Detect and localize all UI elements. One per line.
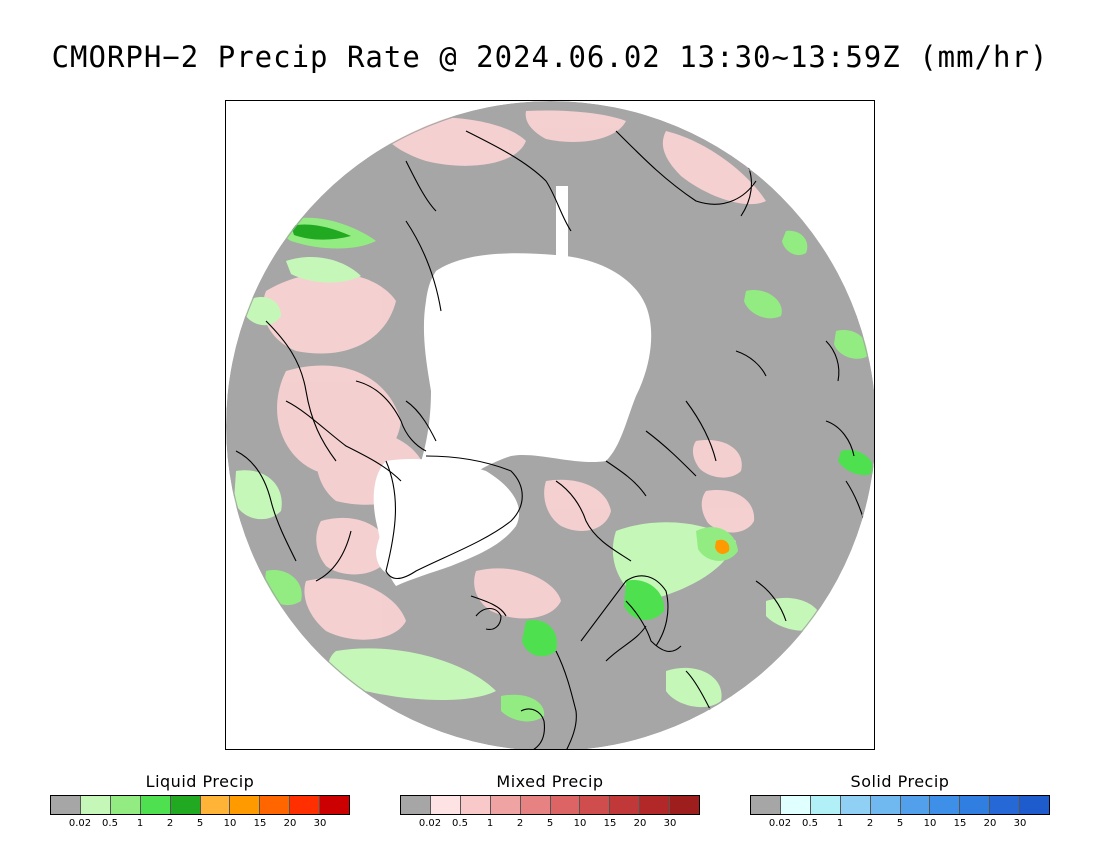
liquid-precip-areas bbox=[234, 217, 874, 722]
map-frame bbox=[225, 100, 875, 750]
tick-label: 0.02 bbox=[768, 818, 792, 829]
color-swatch bbox=[260, 796, 291, 814]
legend-title: Liquid Precip bbox=[145, 772, 255, 791]
color-scale bbox=[750, 795, 1050, 815]
mixed-precip-legend: Mixed Precip 0.02 0.5 1 2 5 10 15 20 30 bbox=[400, 772, 700, 832]
color-swatch bbox=[140, 796, 171, 814]
color-swatch bbox=[960, 796, 991, 814]
polar-precip-map bbox=[226, 101, 874, 749]
tick-label: 0.02 bbox=[418, 818, 442, 829]
color-swatch bbox=[230, 796, 261, 814]
color-swatch bbox=[320, 796, 350, 814]
chart-title: CMORPH−2 Precip Rate @ 2024.06.02 13:30~… bbox=[51, 40, 1049, 74]
color-swatch bbox=[810, 796, 841, 814]
tick-label: 5 bbox=[546, 818, 554, 829]
solid-precip-legend: Solid Precip 0.02 0.5 1 2 5 10 15 20 30 bbox=[750, 772, 1050, 832]
color-swatch bbox=[840, 796, 871, 814]
coastlines bbox=[235, 130, 867, 749]
tick-label: 2 bbox=[516, 818, 524, 829]
tick-label: 20 bbox=[633, 818, 647, 829]
tick-label: 20 bbox=[983, 818, 997, 829]
tick-label: 15 bbox=[953, 818, 967, 829]
color-swatch bbox=[80, 796, 111, 814]
color-swatch bbox=[490, 796, 521, 814]
liquid-precip-legend: Liquid Precip 0.02 0.5 1 2 5 10 15 20 30 bbox=[50, 772, 350, 832]
tick-label: 1 bbox=[836, 818, 844, 829]
color-swatch bbox=[610, 796, 641, 814]
tick-label: 0.5 bbox=[102, 818, 118, 829]
color-swatch bbox=[520, 796, 551, 814]
tick-label: 15 bbox=[253, 818, 267, 829]
tick-label: 30 bbox=[1013, 818, 1027, 829]
color-swatch bbox=[780, 796, 811, 814]
tick-label: 10 bbox=[223, 818, 237, 829]
tick-label: 0.02 bbox=[68, 818, 92, 829]
tick-label: 30 bbox=[663, 818, 677, 829]
color-swatch bbox=[670, 796, 700, 814]
color-swatch bbox=[170, 796, 201, 814]
color-swatch bbox=[200, 796, 231, 814]
tick-label: 1 bbox=[136, 818, 144, 829]
color-swatch bbox=[751, 796, 781, 814]
tick-labels: 0.02 0.5 1 2 5 10 15 20 30 bbox=[750, 818, 1050, 832]
tick-label: 0.5 bbox=[802, 818, 818, 829]
color-swatch bbox=[401, 796, 431, 814]
greenland-no-data-area bbox=[373, 459, 520, 586]
color-swatch bbox=[1020, 796, 1050, 814]
tick-label: 10 bbox=[573, 818, 587, 829]
tick-label: 20 bbox=[283, 818, 297, 829]
tick-label: 2 bbox=[166, 818, 174, 829]
color-scale bbox=[50, 795, 350, 815]
color-scale bbox=[400, 795, 700, 815]
color-swatch bbox=[550, 796, 581, 814]
tick-label: 15 bbox=[603, 818, 617, 829]
tick-label: 5 bbox=[196, 818, 204, 829]
tick-label: 10 bbox=[923, 818, 937, 829]
color-swatch bbox=[930, 796, 961, 814]
tick-label: 0.5 bbox=[452, 818, 468, 829]
mixed-precip-areas bbox=[262, 110, 766, 640]
color-swatch bbox=[51, 796, 81, 814]
color-swatch bbox=[640, 796, 671, 814]
color-swatch bbox=[110, 796, 141, 814]
color-swatch bbox=[900, 796, 931, 814]
legend-title: Solid Precip bbox=[850, 772, 950, 791]
color-swatch bbox=[990, 796, 1021, 814]
color-swatch bbox=[870, 796, 901, 814]
color-swatch bbox=[430, 796, 461, 814]
legend-title: Mixed Precip bbox=[496, 772, 604, 791]
tick-label: 1 bbox=[486, 818, 494, 829]
tick-label: 2 bbox=[866, 818, 874, 829]
color-swatch bbox=[580, 796, 611, 814]
tick-labels: 0.02 0.5 1 2 5 10 15 20 30 bbox=[400, 818, 700, 832]
color-swatch bbox=[290, 796, 321, 814]
tick-label: 30 bbox=[313, 818, 327, 829]
tick-label: 5 bbox=[896, 818, 904, 829]
tick-labels: 0.02 0.5 1 2 5 10 15 20 30 bbox=[50, 818, 350, 832]
color-swatch bbox=[460, 796, 491, 814]
